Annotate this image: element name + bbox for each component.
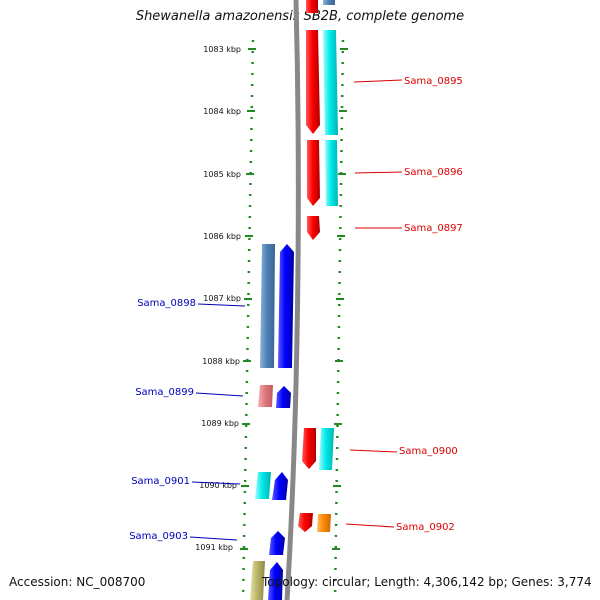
ticks-left bbox=[241, 39, 255, 600]
cds-forward-arrow bbox=[307, 140, 320, 206]
gene-label-sama-0901[interactable]: Sama_0901 bbox=[131, 476, 190, 487]
genome-stats-text: Topology: circular; Length: 4,306,142 bp… bbox=[262, 575, 592, 589]
reverse-features bbox=[250, 244, 294, 600]
major-ticks-left bbox=[240, 48, 256, 550]
gene-label-sama-0898[interactable]: Sama_0898 bbox=[137, 298, 196, 309]
cds-forward-arrow bbox=[298, 513, 313, 532]
scale-label: 1083 kbp bbox=[203, 45, 241, 54]
cds-reverse-arrow bbox=[268, 562, 283, 600]
reverse-gene-labels: Sama_0898 Sama_0899 Sama_0901 Sama_0903 bbox=[129, 298, 246, 542]
cog-feature bbox=[317, 514, 331, 532]
cds-reverse-arrow bbox=[272, 472, 288, 500]
cog-feature bbox=[260, 244, 275, 368]
forward-gene-labels: Sama_0895 Sama_0896 Sama_0897 Sama_0900 … bbox=[345, 76, 463, 533]
forward-features bbox=[298, 0, 338, 532]
cog-feature bbox=[319, 428, 334, 470]
cog-feature bbox=[323, 30, 338, 135]
major-ticks-right bbox=[332, 48, 348, 550]
cds-reverse-arrow bbox=[269, 531, 285, 555]
cds-forward-arrow bbox=[307, 216, 320, 240]
scale-label: 1090 kbp bbox=[199, 481, 237, 490]
gene-label-sama-0899[interactable]: Sama_0899 bbox=[135, 387, 194, 398]
cog-feature bbox=[250, 561, 265, 600]
map-title: Shewanella amazonensis SB2B, complete ge… bbox=[135, 9, 465, 24]
cog-feature bbox=[255, 472, 271, 499]
cog-feature bbox=[325, 140, 338, 206]
scale-label: 1086 kbp bbox=[203, 232, 241, 241]
gene-label-sama-0896[interactable]: Sama_0896 bbox=[404, 167, 463, 178]
cds-forward-arrow bbox=[306, 0, 318, 13]
gene-label-sama-0897[interactable]: Sama_0897 bbox=[404, 223, 463, 234]
cog-feature bbox=[323, 0, 335, 5]
genome-backbone bbox=[284, 0, 301, 600]
cds-forward-arrow bbox=[306, 30, 320, 134]
scale-labels: 1083 kbp 1084 kbp 1085 kbp 1086 kbp 1087… bbox=[195, 45, 241, 552]
cds-reverse-arrow bbox=[278, 244, 294, 368]
scale-label: 1088 kbp bbox=[202, 357, 240, 366]
scale-label: 1089 kbp bbox=[201, 419, 239, 428]
gene-label-sama-0895[interactable]: Sama_0895 bbox=[404, 76, 463, 87]
gene-label-sama-0903[interactable]: Sama_0903 bbox=[129, 531, 188, 542]
cds-forward-arrow bbox=[302, 428, 316, 469]
cog-feature bbox=[258, 385, 273, 407]
accession-text: Accession: NC_008700 bbox=[9, 575, 146, 589]
scale-label: 1087 kbp bbox=[203, 294, 241, 303]
cds-reverse-arrow bbox=[276, 386, 291, 408]
scale-label: 1084 kbp bbox=[203, 107, 241, 116]
scale-label: 1091 kbp bbox=[195, 543, 233, 552]
scale-label: 1085 kbp bbox=[203, 170, 241, 179]
gene-label-sama-0900[interactable]: Sama_0900 bbox=[399, 446, 458, 457]
gene-label-sama-0902[interactable]: Sama_0902 bbox=[396, 522, 455, 533]
